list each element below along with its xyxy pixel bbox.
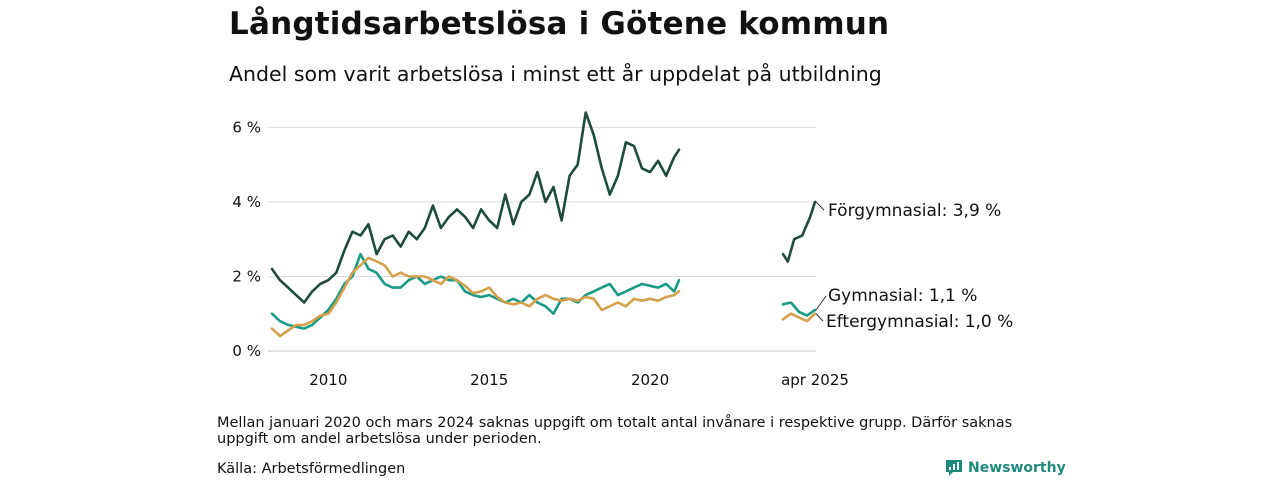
series-line-eftergymnasial-2 (781, 312, 817, 323)
leader-line-eftergymnasial (815, 313, 824, 322)
end-label-eftergymnasial: Eftergymnasial: 1,0 % (826, 312, 1013, 332)
leader-line-gymnasial (815, 295, 827, 311)
line-chart: 0 % 2 % 4 % 6 % 2010 2015 2020 apr 2025 Förgym… (232, 111, 1013, 389)
end-label-förgymnasial: Förgymnasial: 3,9 % (828, 201, 1001, 221)
x-tick-label-1: 2015 (470, 371, 508, 389)
x-tick-label-2: 2020 (631, 371, 669, 389)
brand-logo: Newsworthy (945, 459, 1066, 477)
y-tick-label-3: 6 % (232, 118, 261, 136)
newsworthy-logo-icon (946, 460, 962, 476)
end-labels: Förgymnasial: 3,9 % Gymnasial: 1,1 % Efter… (815, 201, 1013, 332)
series-line-gymnasial-1 (270, 252, 681, 330)
x-tick-label-3: apr 2025 (781, 371, 849, 389)
source-text: Källa: Arbetsförmedlingen (217, 461, 406, 477)
end-label-gymnasial: Gymnasial: 1,1 % (828, 286, 977, 306)
leader-line-förgymnasial (815, 201, 825, 211)
y-tick-label-0: 0 % (232, 342, 261, 360)
x-tick-label-0: 2010 (309, 371, 347, 389)
x-axis-ticks: 2010 2015 2020 apr 2025 (309, 371, 849, 389)
series-line-förgymnasial-2 (781, 200, 817, 263)
grid-lines (268, 126, 816, 352)
y-tick-label-1: 2 % (232, 267, 261, 285)
footnote: Mellan januari 2020 och mars 2024 saknas… (217, 415, 1013, 447)
y-tick-label-2: 4 % (232, 193, 261, 211)
series-line-eftergymnasial-1 (270, 256, 681, 338)
series-line-gymnasial-2 (781, 301, 817, 317)
series-line-förgymnasial-1 (270, 111, 681, 304)
brand-name: Newsworthy (968, 460, 1066, 476)
chart-title: Långtidsarbetslösa i Götene kommun (229, 6, 890, 42)
series-lines (270, 111, 817, 338)
y-axis-ticks: 0 % 2 % 4 % 6 % (232, 118, 261, 360)
chart-subtitle: Andel som varit arbetslösa i minst ett å… (229, 62, 882, 86)
